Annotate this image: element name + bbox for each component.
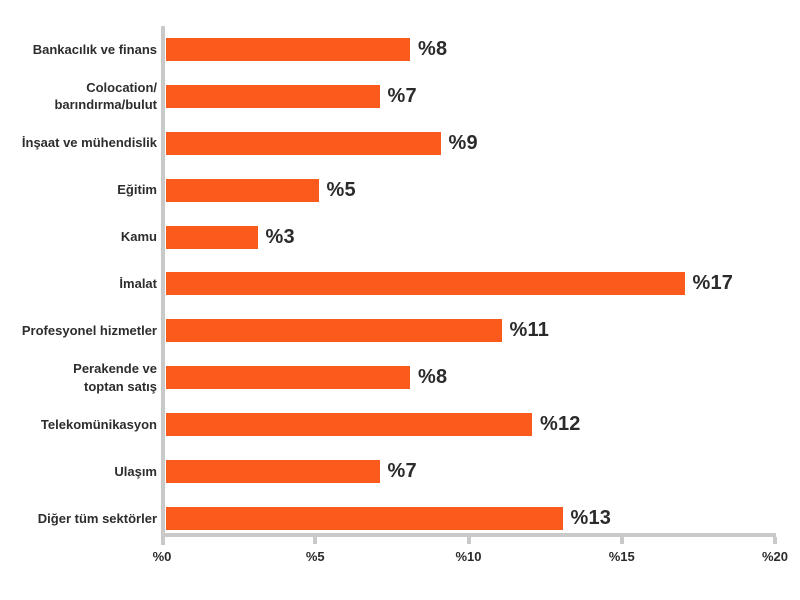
x-axis-tick-label: %15 <box>608 549 635 564</box>
category-label: Profesyonel hizmetler <box>21 323 157 339</box>
bar <box>166 225 258 249</box>
bar-row: Eğitim %5 <box>117 167 776 214</box>
value-label: %17 <box>692 272 734 295</box>
bar-row: İmalat %17 <box>119 261 776 308</box>
bar <box>166 319 502 343</box>
category-label: İmalat <box>119 276 157 292</box>
category-label: Perakende ve toptan satış <box>73 361 157 394</box>
category-label: Diğer tüm sektörler <box>37 510 157 526</box>
bar-row: Diğer tüm sektörler %13 <box>38 495 776 542</box>
category-label: Bankacılık ve finans <box>32 41 157 57</box>
x-axis-tick-marks <box>162 537 777 544</box>
x-axis-tick-label: %5 <box>305 549 325 564</box>
bar <box>166 131 441 155</box>
category-label: İnşaat ve mühendislik <box>21 135 157 151</box>
value-label: %12 <box>540 413 581 436</box>
bar <box>166 272 685 296</box>
category-label: Ulaşım <box>114 463 157 479</box>
bar <box>166 366 410 390</box>
bar-row: Telekomünikasyon %12 <box>41 401 776 448</box>
value-label: %8 <box>418 37 448 60</box>
bar <box>166 37 410 61</box>
value-label: %13 <box>570 507 612 530</box>
value-label: %11 <box>509 319 550 342</box>
bar-row: Perakende ve toptan satış %8 <box>73 354 776 401</box>
category-label: Kamu <box>120 229 157 245</box>
bar-row: Bankacılık ve finans %8 <box>33 26 776 73</box>
value-label: %7 <box>387 460 417 483</box>
bar-row: Profesyonel hizmetler %11 <box>22 307 776 354</box>
x-axis-tick-label: %20 <box>761 549 789 564</box>
bar-row: İnşaat ve mühendislik %9 <box>22 120 776 167</box>
bar-row: Colocation/ barındırma/bulut %7 <box>54 73 776 120</box>
x-axis-tick-label: %10 <box>455 549 482 564</box>
bar <box>166 507 563 531</box>
value-label: %9 <box>448 131 478 154</box>
bar-rows: Bankacılık ve finans %8 Colocation/ barınd… <box>22 26 776 542</box>
bar <box>166 413 532 437</box>
bar <box>166 178 319 202</box>
bar-row: Ulaşım %7 <box>114 448 776 495</box>
x-axis-tick <box>466 537 471 544</box>
value-label: %3 <box>265 225 295 248</box>
x-axis-tick <box>313 537 318 544</box>
value-label: %8 <box>418 366 448 389</box>
x-axis-line <box>161 533 776 537</box>
category-label: Eğitim <box>117 182 157 198</box>
bar <box>166 460 380 484</box>
bar <box>166 84 380 108</box>
bar-row: Kamu %3 <box>121 214 776 261</box>
x-axis-tick-label: %0 <box>152 549 172 564</box>
value-label: %7 <box>387 84 417 107</box>
value-label: %5 <box>326 178 356 201</box>
x-axis-tick-labels: %0 %5 %10 %15 %20 <box>153 549 788 567</box>
x-axis-tick <box>773 537 777 544</box>
y-axis-line <box>161 26 165 545</box>
x-axis-tick <box>619 537 624 544</box>
category-label: Colocation/ barındırma/bulut <box>54 79 157 113</box>
category-label: Telekomünikasyon <box>40 416 157 432</box>
